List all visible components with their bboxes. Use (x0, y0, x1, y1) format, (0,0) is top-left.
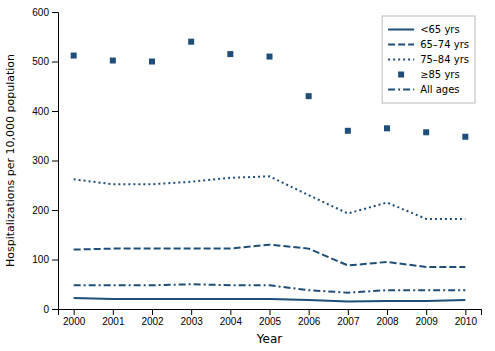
series-line (74, 298, 466, 301)
x-tick-label: 2007 (337, 316, 360, 327)
series-marker (71, 53, 77, 59)
y-tick-mark (52, 210, 58, 211)
y-tick: 200 (32, 205, 58, 216)
y-tick-mark (52, 111, 58, 112)
legend: <65 yrs 65–74 yrs 75–84 yrs ≥85 yrs All ages (382, 16, 475, 103)
legend-swatch (388, 44, 414, 46)
y-tick-mark (52, 260, 58, 261)
x-axis-line (59, 310, 482, 316)
y-tick: 100 (32, 254, 58, 265)
x-tick: 2000 (63, 309, 86, 327)
y-axis: 0 100 200 300 400 500 600 (32, 7, 58, 315)
series-marker (306, 93, 312, 99)
y-axis-title: Hospitalizations per 10,000 population (4, 54, 17, 267)
x-tick: 2002 (141, 309, 164, 327)
y-tick-label: 100 (32, 254, 49, 265)
legend-swatch (388, 89, 414, 91)
series-marker (110, 58, 116, 64)
x-tick-mark (387, 309, 388, 315)
x-tick-label: 2001 (102, 316, 125, 327)
x-tick-mark (270, 309, 271, 315)
series-marker (462, 134, 468, 140)
x-tick: 2004 (220, 309, 243, 327)
x-tick-label: 2008 (376, 316, 399, 327)
x-tick-mark (348, 309, 349, 315)
y-tick-label: 400 (32, 106, 49, 117)
y-tick-mark (52, 62, 58, 63)
series-marker (423, 129, 429, 135)
plot: 2000200120022003200420052006200720082009… (32, 7, 481, 327)
legend-item: ≥85 yrs (398, 69, 460, 80)
x-axis: 2000 2001 2002 2003 2004 2005 2006 2007 2008 2009… (59, 309, 482, 327)
y-tick-label: 600 (32, 7, 49, 18)
x-tick-label: 2010 (455, 316, 478, 327)
x-tick: 2009 (416, 309, 439, 327)
x-tick: 2007 (337, 309, 360, 327)
chart: 2000200120022003200420052006200720082009… (0, 0, 495, 351)
series-marker (188, 39, 194, 45)
legend-label: ≥85 yrs (420, 69, 460, 80)
legend-label: 65–74 yrs (420, 39, 469, 50)
x-tick: 2006 (298, 309, 321, 327)
x-tick-mark (309, 309, 310, 315)
legend-item: <65 yrs (388, 24, 460, 35)
legend-item: 65–74 yrs (388, 39, 469, 50)
legend-item: All ages (388, 84, 459, 95)
y-tick: 400 (32, 106, 58, 117)
legend-swatch (388, 29, 414, 31)
legend-swatch (388, 59, 414, 61)
legend-label: All ages (420, 84, 459, 95)
x-tick-label: 2009 (416, 316, 439, 327)
series-marker (267, 54, 273, 60)
legend-item: 75–84 yrs (388, 54, 469, 65)
legend-label: <65 yrs (420, 24, 460, 35)
series-marker (149, 59, 155, 65)
x-tick: 2003 (181, 309, 204, 327)
series-line (74, 176, 466, 219)
x-tick: 2010 (455, 309, 478, 327)
y-tick: 0 (43, 304, 58, 315)
x-tick: 2001 (102, 309, 125, 327)
y-tick-mark (52, 161, 58, 162)
x-tick-label: 2006 (298, 316, 321, 327)
x-tick-mark (191, 309, 192, 315)
y-tick-label: 0 (43, 304, 49, 315)
x-tick: 2005 (259, 309, 282, 327)
x-tick-label: 2000 (63, 316, 86, 327)
x-tick-mark (426, 309, 427, 315)
legend-box (382, 16, 475, 103)
series-line (74, 245, 466, 267)
x-tick-mark (74, 309, 75, 315)
x-tick-label: 2004 (220, 316, 243, 327)
y-tick-mark (52, 309, 58, 310)
x-tick: 2008 (376, 309, 399, 327)
y-tick-mark (52, 12, 58, 13)
series-marker (227, 51, 233, 57)
series-line (74, 284, 466, 292)
y-tick: 300 (32, 155, 58, 166)
y-tick: 600 (32, 7, 58, 18)
y-tick-label: 200 (32, 205, 49, 216)
x-tick-mark (465, 309, 466, 315)
legend-swatch (398, 72, 404, 78)
x-axis-title: Year (256, 332, 282, 346)
x-tick-mark (152, 309, 153, 315)
y-tick-label: 500 (32, 56, 49, 67)
y-tick: 500 (32, 56, 58, 67)
x-tick-label: 2003 (181, 316, 204, 327)
y-tick-label: 300 (32, 155, 49, 166)
x-tick-label: 2005 (259, 316, 282, 327)
x-tick-mark (230, 309, 231, 315)
y-axis-line (52, 13, 59, 310)
legend-label: 75–84 yrs (420, 54, 469, 65)
x-tick-label: 2002 (141, 316, 164, 327)
x-tick-mark (113, 309, 114, 315)
series-marker (345, 128, 351, 134)
series-marker (384, 125, 390, 131)
